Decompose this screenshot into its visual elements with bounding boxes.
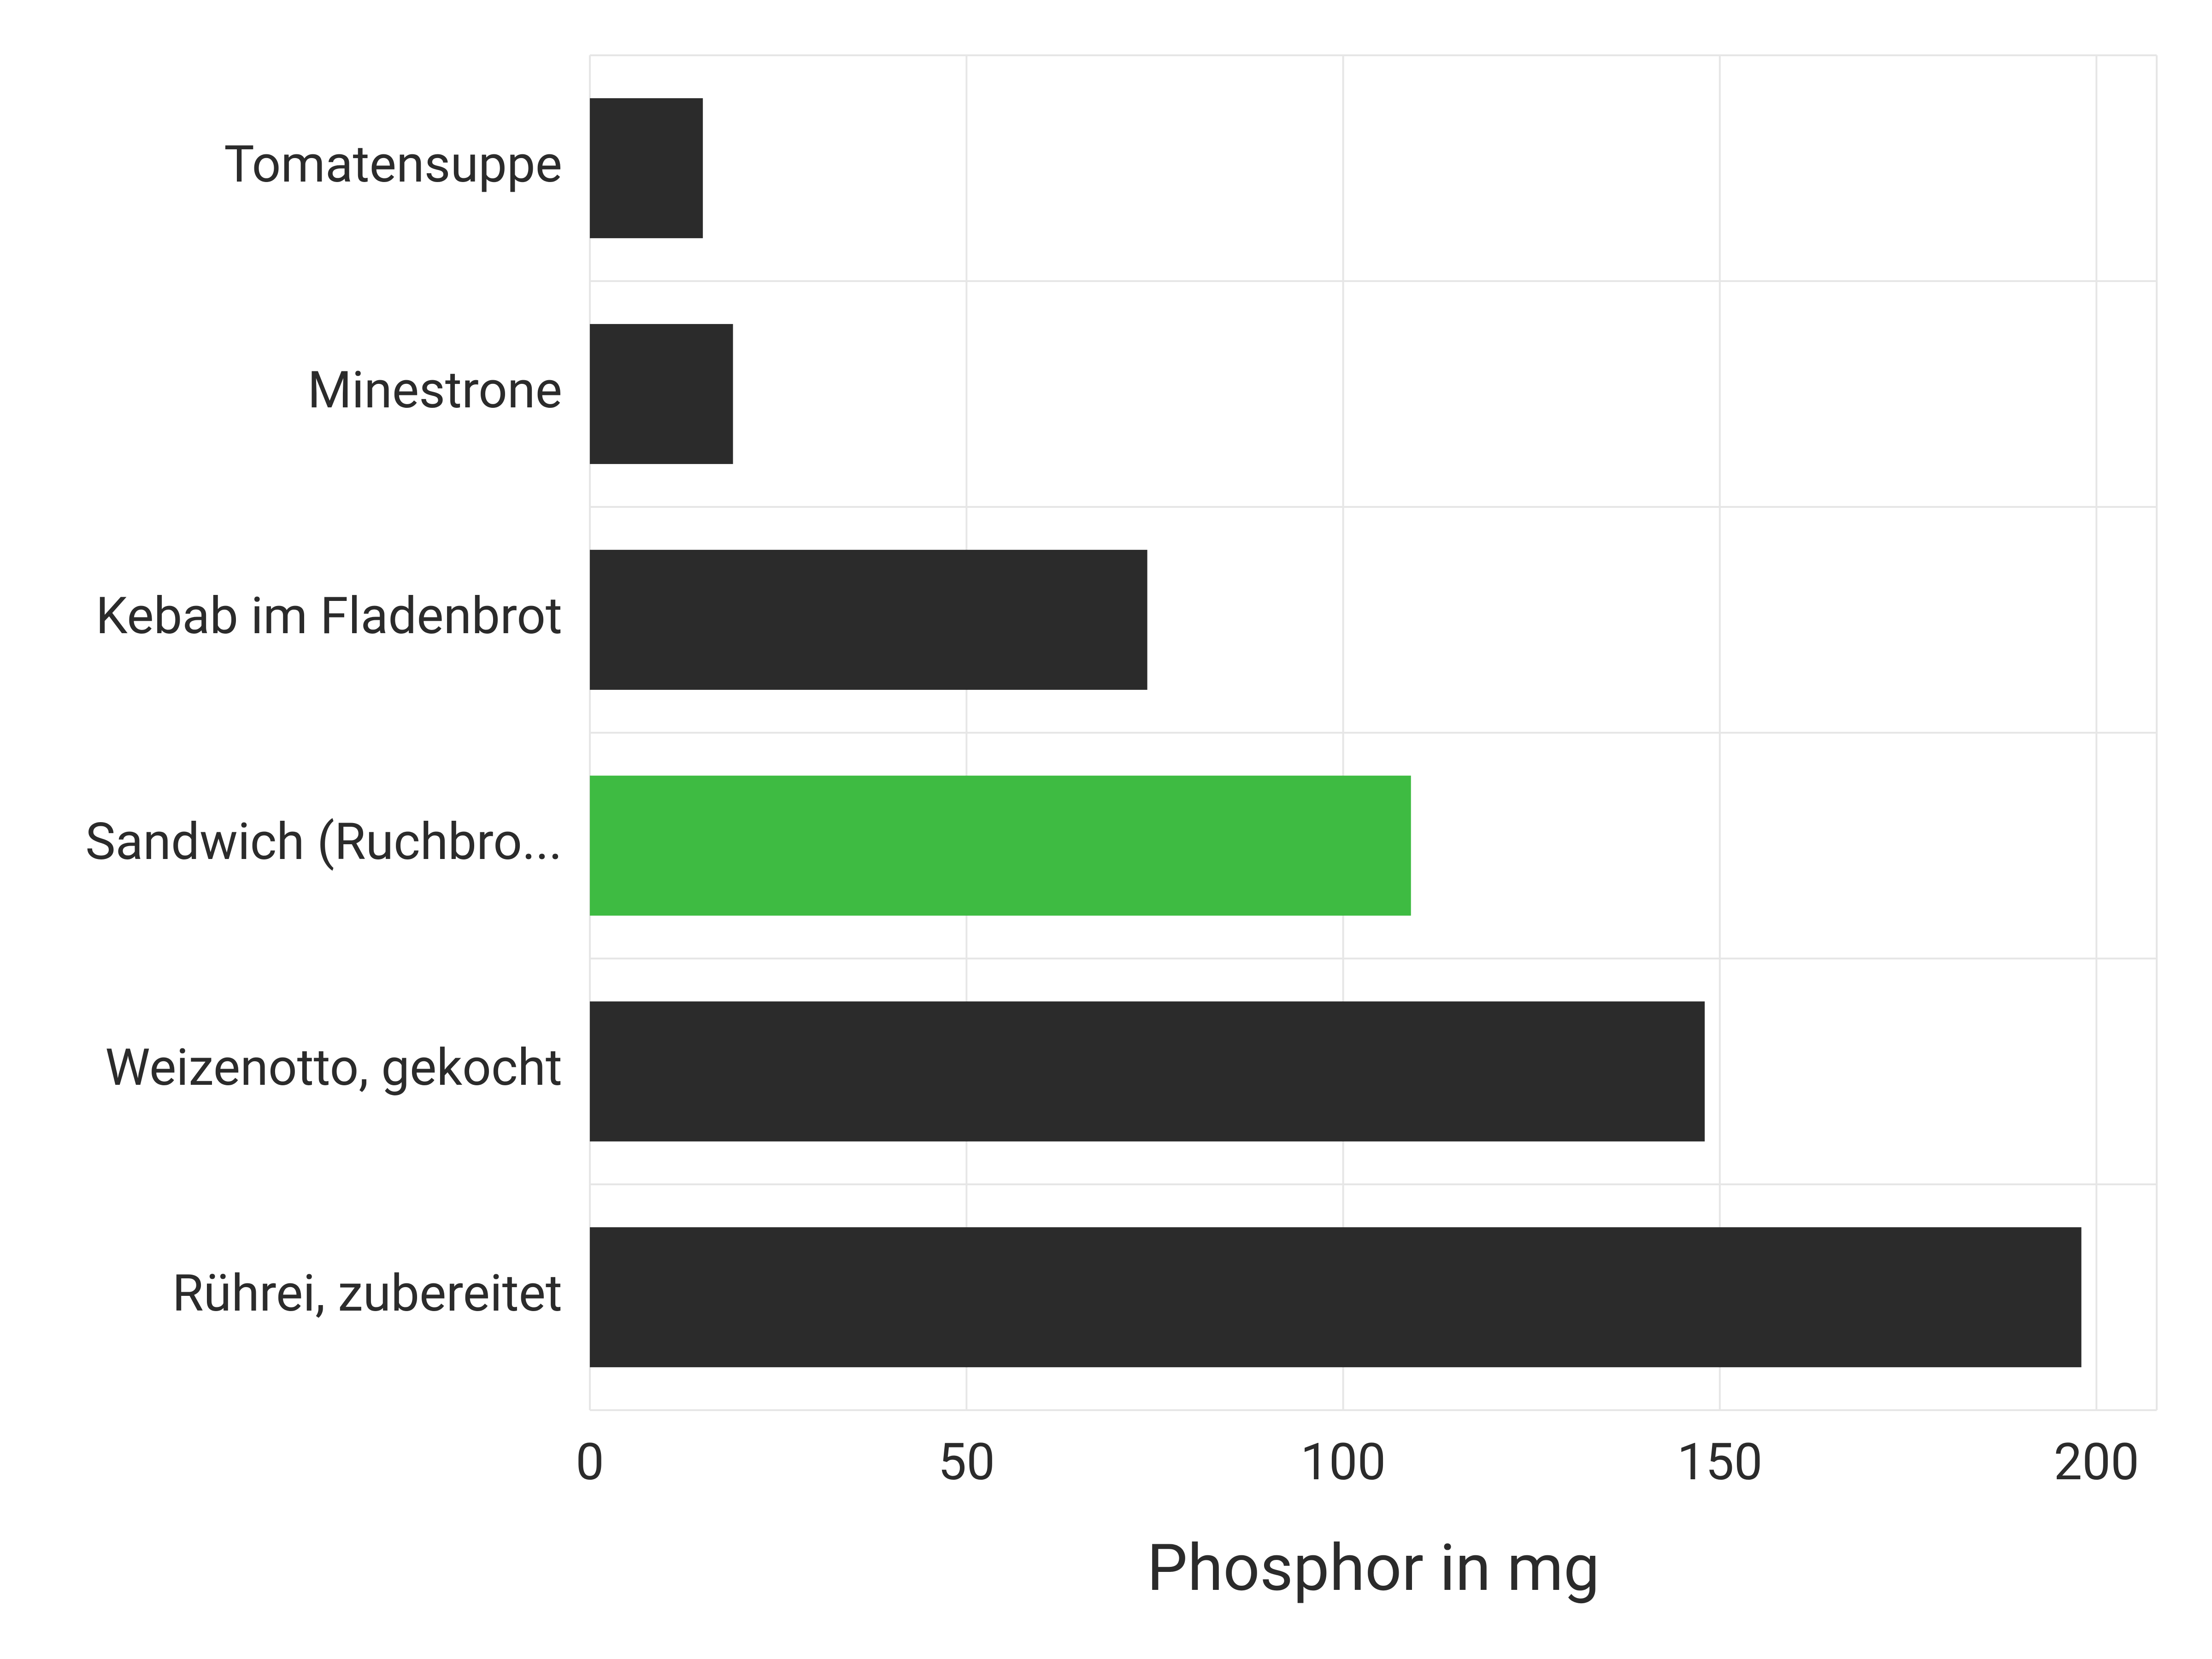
y-tick-label: Weizenotto, gekocht	[105, 1038, 562, 1097]
y-tick-label: Rührei, zubereitet	[172, 1264, 562, 1323]
bar	[590, 98, 703, 238]
x-tick-label: 0	[576, 1432, 604, 1492]
x-axis-title: Phosphor in mg	[1147, 1530, 1600, 1606]
chart-container: Tomatensuppe Minestrone Kebab im Fladenbro…	[0, 0, 2212, 1659]
y-tick-label: Sandwich (Ruchbro...	[85, 812, 562, 871]
x-tick-label: 100	[1300, 1432, 1386, 1492]
x-tick-label: 200	[2053, 1432, 2139, 1492]
bar-chart: Tomatensuppe Minestrone Kebab im Fladenbro…	[0, 0, 2212, 1659]
bar	[590, 1001, 1705, 1141]
bar	[590, 324, 733, 464]
bar	[590, 550, 1147, 690]
x-tick-label: 150	[1677, 1432, 1762, 1492]
bar	[590, 776, 1411, 916]
x-tick-label: 50	[938, 1432, 995, 1492]
bar	[590, 1227, 2082, 1367]
y-tick-label: Tomatensuppe	[224, 135, 562, 194]
y-tick-label: Minestrone	[307, 360, 562, 420]
y-tick-label: Kebab im Fladenbrot	[96, 586, 562, 646]
